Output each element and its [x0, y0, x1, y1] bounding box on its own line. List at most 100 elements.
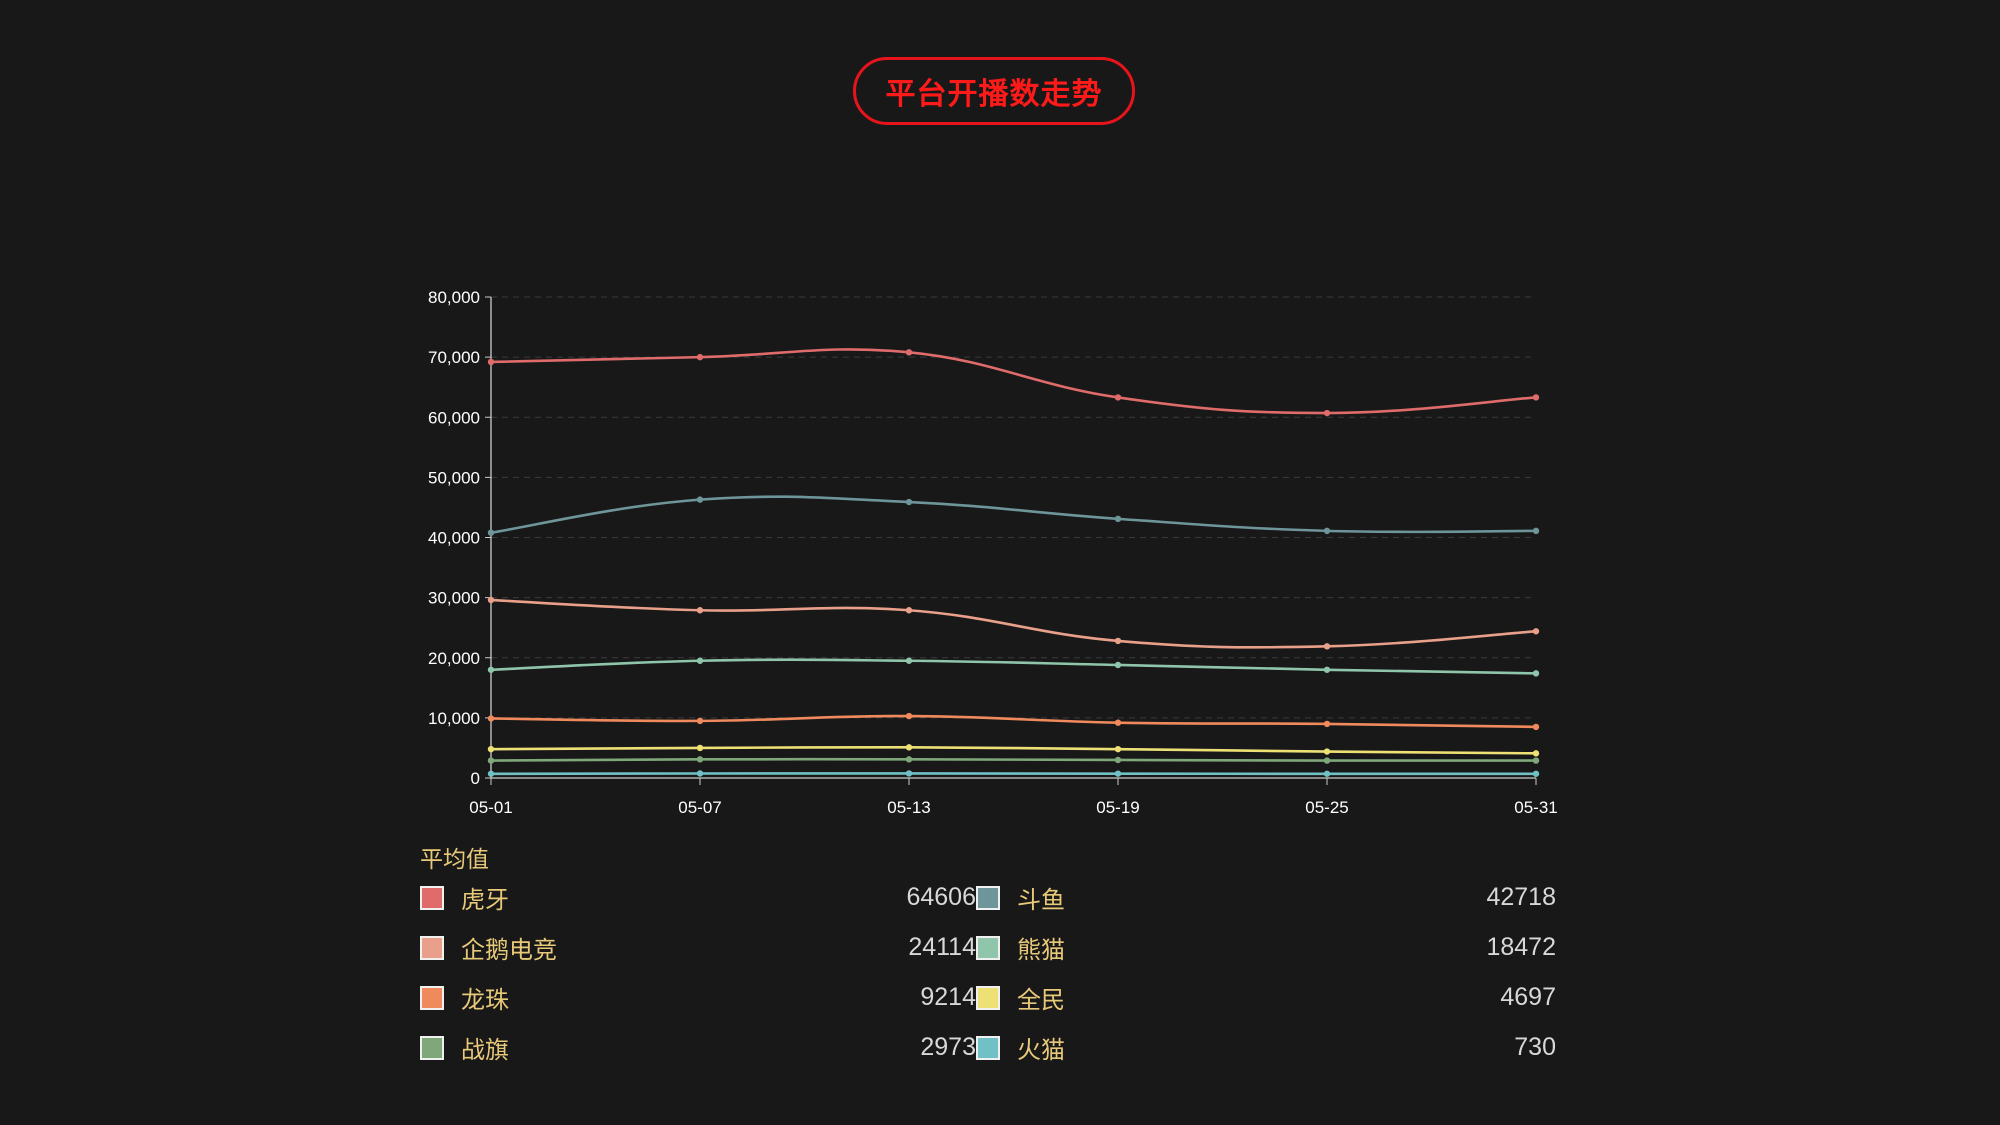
- data-point: [1323, 666, 1331, 673]
- data-point: [696, 496, 704, 503]
- data-point: [487, 757, 495, 764]
- data-point: [487, 715, 495, 722]
- data-point: [696, 657, 704, 664]
- data-point: [487, 596, 495, 604]
- data-point: [905, 349, 913, 356]
- chart-title: 平台开播数走势: [853, 57, 1135, 125]
- data-point: [905, 770, 913, 777]
- data-point: [1114, 661, 1122, 669]
- x-tick-label: 05-07: [678, 798, 721, 817]
- x-tick-label: 05-13: [887, 798, 930, 817]
- series-line: [490, 757, 1537, 762]
- data-point: [1323, 757, 1331, 764]
- y-tick-label: 80,000: [428, 288, 480, 307]
- data-point: [905, 712, 913, 720]
- data-point: [1323, 643, 1331, 650]
- legend-swatch: [976, 985, 1000, 1010]
- series-line: [490, 598, 1537, 649]
- data-point: [696, 744, 704, 752]
- legend-swatch: [976, 935, 1000, 960]
- data-point: [1532, 757, 1540, 764]
- legend-name: 火猫: [1017, 1036, 1065, 1064]
- data-point: [1114, 770, 1122, 777]
- legend-item-zhanqi[interactable]: 战旗 2973: [420, 1033, 976, 1064]
- data-point: [696, 717, 704, 725]
- y-tick-label: 30,000: [428, 589, 480, 608]
- y-tick-label: 10,000: [428, 709, 480, 728]
- legend-swatch: [976, 885, 1000, 910]
- legend-value: 24114: [908, 933, 976, 961]
- data-point: [1114, 515, 1122, 523]
- x-tick-label: 05-01: [469, 798, 512, 817]
- legend-item-douyu[interactable]: 斗鱼 42718: [976, 883, 1556, 914]
- series-line: [490, 658, 1537, 675]
- legend-name: 企鹅电竞: [461, 936, 557, 964]
- legend-value: 42718: [1486, 883, 1556, 911]
- legend-name: 虎牙: [461, 886, 509, 914]
- legend-item-panda[interactable]: 熊猫 18472: [976, 933, 1556, 964]
- data-point: [1532, 527, 1540, 535]
- line-chart: 0 10,000 20,000 30,000 40,000 50,000 60,000 70,…: [428, 288, 1558, 817]
- series-line: [490, 495, 1537, 534]
- legend-swatch: [420, 935, 444, 960]
- data-point: [905, 607, 913, 614]
- data-point: [1114, 756, 1122, 764]
- data-point: [1532, 750, 1540, 757]
- data-point: [487, 745, 495, 753]
- data-point: [1532, 670, 1540, 677]
- y-tick-label: 0: [471, 769, 480, 788]
- data-point: [487, 529, 495, 536]
- y-tick-label: 20,000: [428, 649, 480, 668]
- data-point: [1323, 720, 1331, 728]
- legend-item-longzhu[interactable]: 龙珠 9214: [420, 983, 976, 1014]
- data-point: [487, 358, 495, 366]
- data-point: [487, 666, 495, 673]
- data-point: [905, 657, 913, 664]
- data-point: [1532, 628, 1540, 635]
- x-tick-label: 05-25: [1305, 798, 1348, 817]
- legend-item-penguin-esports[interactable]: 企鹅电竞 24114: [420, 933, 976, 964]
- legend-value: 4697: [1500, 983, 1556, 1011]
- y-tick-label: 40,000: [428, 529, 480, 548]
- legend-swatch: [420, 885, 444, 910]
- data-point: [1114, 745, 1122, 753]
- series-line: [490, 745, 1537, 755]
- y-tick-label: 70,000: [428, 348, 480, 367]
- data-point: [1114, 637, 1122, 645]
- legend-swatch: [420, 985, 444, 1010]
- data-point: [1323, 770, 1331, 777]
- data-point: [905, 744, 913, 751]
- legend-item-huya[interactable]: 虎牙 64606: [420, 883, 976, 914]
- data-point: [1532, 394, 1540, 401]
- data-point: [1323, 748, 1331, 755]
- data-point: [1323, 409, 1331, 417]
- legend-item-huomao[interactable]: 火猫 730: [976, 1033, 1556, 1064]
- legend-value: 2973: [920, 1033, 976, 1061]
- legend-value: 9214: [920, 983, 976, 1011]
- legend-swatch: [420, 1035, 444, 1060]
- data-point: [1532, 723, 1540, 731]
- series-line: [490, 348, 1537, 415]
- average-legend: 虎牙 64606 斗鱼 42718 企鹅电竞 24114 熊猫 18472 龙珠…: [420, 883, 1556, 1064]
- data-point: [696, 607, 704, 614]
- data-point: [1114, 719, 1122, 726]
- average-heading: 平均值: [420, 847, 489, 873]
- data-point: [487, 770, 495, 777]
- legend-item-quanmin[interactable]: 全民 4697: [976, 983, 1556, 1014]
- data-point: [696, 770, 704, 777]
- x-tick-label: 05-19: [1096, 798, 1139, 817]
- legend-name: 龙珠: [461, 986, 509, 1014]
- legend-name: 斗鱼: [1017, 886, 1065, 914]
- data-point: [905, 498, 913, 506]
- legend-value: 64606: [906, 883, 976, 911]
- legend-value: 18472: [1486, 933, 1556, 961]
- y-tick-label: 50,000: [428, 468, 480, 487]
- data-point: [1323, 527, 1331, 535]
- legend-name: 熊猫: [1017, 936, 1065, 964]
- data-point: [696, 756, 704, 763]
- legend-value: 730: [1514, 1033, 1556, 1061]
- legend-swatch: [976, 1035, 1000, 1060]
- series-line: [490, 714, 1537, 729]
- data-point: [1114, 394, 1122, 401]
- y-tick-label: 60,000: [428, 408, 480, 427]
